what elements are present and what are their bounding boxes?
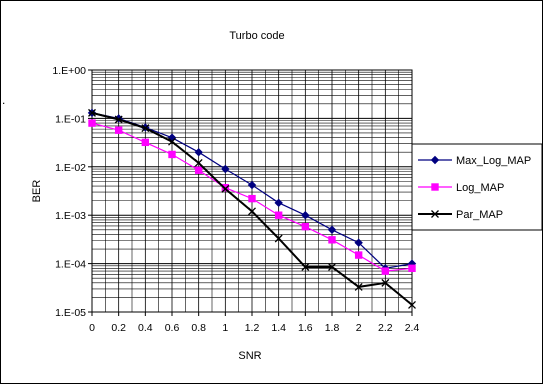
- y-tick-label: 1.E-05: [55, 307, 86, 319]
- y-tick-label: 1.E-02: [55, 162, 86, 174]
- diamond-marker: [327, 225, 337, 234]
- series-par-map: [88, 108, 416, 309]
- y-tick-label: 1.E-01: [55, 113, 86, 125]
- x-marker: [194, 159, 203, 167]
- x-tick-label: 2.2: [378, 322, 393, 334]
- square-marker: [301, 222, 310, 231]
- square-marker: [381, 267, 390, 275]
- series-layer: [87, 108, 417, 309]
- x-tick-label: 1: [222, 322, 228, 334]
- square-marker: [274, 211, 283, 219]
- square-marker: [328, 236, 336, 244]
- x-tick-label: 1.6: [298, 322, 313, 334]
- axis-layer: 1.E+00 1.E-01 1.E-02 1.E-03 1.E-04 1.E-050 0.2…: [52, 65, 419, 334]
- x-marker: [221, 184, 230, 193]
- x-marker: [88, 108, 96, 117]
- x-tick-label: 0.8: [191, 322, 206, 334]
- x-tick-label: 2: [356, 322, 362, 334]
- legend-label: Log_MAP: [456, 182, 504, 194]
- x-axis-label: SNR: [238, 350, 261, 362]
- x-marker: [248, 207, 256, 216]
- legend-entry: Log_MAP: [418, 182, 504, 194]
- square-marker: [431, 183, 439, 191]
- legend-label: Par_MAP: [456, 209, 503, 221]
- x-marker: [114, 115, 123, 124]
- legend: Max_Log_MAP Log_MAP Par_MAP: [411, 143, 543, 231]
- x-marker: [328, 263, 336, 271]
- x-marker: [408, 300, 416, 309]
- x-tick-label: 0.4: [138, 322, 153, 334]
- square-marker: [194, 166, 203, 174]
- diamond-marker: [194, 148, 203, 157]
- square-marker: [168, 150, 176, 159]
- x-marker: [141, 124, 150, 133]
- y-tick-label: 1.E+00: [52, 65, 86, 77]
- square-marker: [408, 264, 416, 272]
- square-marker: [141, 138, 150, 147]
- square-marker: [248, 194, 256, 203]
- x-tick-label: 1.4: [271, 322, 286, 334]
- x-tick-label: 0.6: [165, 322, 180, 334]
- x-marker: [301, 263, 310, 271]
- diamond-marker: [247, 180, 257, 190]
- page-marker: .: [2, 93, 5, 107]
- x-tick-label: 0.2: [111, 322, 126, 334]
- diamond-marker: [301, 210, 310, 220]
- y-tick-label: 1.E-03: [55, 210, 86, 222]
- diamond-marker: [430, 155, 440, 165]
- square-marker: [354, 251, 363, 259]
- diamond-marker: [274, 198, 283, 208]
- y-axis-label: BER: [31, 180, 43, 203]
- x-tick-label: 2.4: [405, 322, 420, 334]
- x-marker: [168, 137, 176, 146]
- x-tick-label: 0: [89, 322, 95, 334]
- legend-entry: Max_Log_MAP: [418, 155, 531, 167]
- chart-title: Turbo code: [229, 30, 284, 42]
- y-tick-label: 1.E-04: [55, 259, 86, 271]
- square-marker: [114, 126, 123, 134]
- x-tick-label: 1.8: [325, 322, 340, 334]
- diamond-marker: [221, 164, 230, 174]
- x-tick-label: 1.2: [245, 322, 260, 334]
- legend-label: Max_Log_MAP: [456, 155, 531, 167]
- x-marker: [274, 234, 283, 243]
- x-marker: [381, 278, 390, 287]
- square-marker: [88, 119, 96, 127]
- x-marker: [354, 282, 363, 291]
- x-marker: [431, 210, 439, 218]
- diamond-marker: [354, 238, 363, 247]
- legend-entry: Par_MAP: [418, 209, 503, 221]
